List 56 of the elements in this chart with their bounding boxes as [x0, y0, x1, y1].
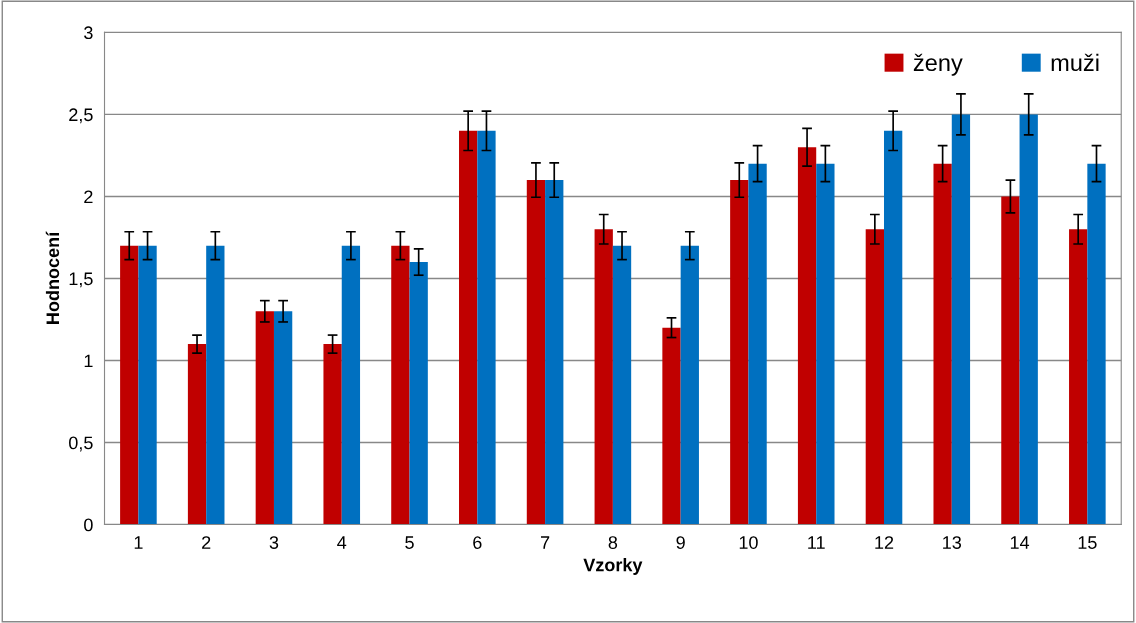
x-tick-label: 2 — [202, 536, 211, 549]
bar — [545, 180, 564, 525]
x-tick-label: 3 — [269, 536, 279, 549]
x-tick-label: 6 — [473, 536, 482, 549]
y-tick-label: 1 — [84, 354, 93, 368]
bar — [680, 245, 699, 525]
legend-label: muži — [1051, 53, 1099, 72]
bar — [255, 311, 274, 525]
y-tick-label: 0 — [84, 518, 93, 532]
bar — [594, 229, 613, 525]
bar — [477, 130, 496, 525]
bar — [730, 180, 749, 525]
bar — [1019, 114, 1038, 525]
x-tick-label: 10 — [739, 536, 758, 549]
bar — [409, 262, 428, 525]
bar — [187, 344, 207, 525]
x-tick-label: 4 — [337, 536, 347, 549]
bar — [459, 130, 478, 525]
bar — [391, 245, 410, 525]
bar — [1087, 163, 1106, 525]
bar — [206, 245, 225, 525]
bar — [138, 245, 157, 525]
bar — [273, 311, 293, 525]
y-tick-label: 0,5 — [69, 436, 93, 452]
x-tick-label: 1 — [134, 536, 143, 549]
x-tick-label: 15 — [1078, 536, 1097, 549]
x-tick-label: 7 — [541, 536, 550, 549]
x-tick-label: 9 — [676, 536, 685, 549]
y-axis-title: Hodnocení — [45, 231, 60, 324]
bar — [865, 229, 884, 525]
x-tick-label: 11 — [808, 536, 825, 549]
bar — [1069, 229, 1088, 525]
bar — [797, 147, 817, 525]
bar — [1001, 196, 1020, 525]
y-tick-label: 2,5 — [69, 108, 93, 124]
x-tick-label: 8 — [608, 536, 618, 549]
bar — [526, 180, 546, 525]
bar — [951, 114, 971, 525]
bar — [612, 245, 632, 525]
y-tick-label: 3 — [84, 26, 93, 40]
bar — [662, 327, 681, 525]
bar — [748, 163, 767, 525]
bar — [884, 130, 903, 525]
bar — [120, 245, 139, 525]
x-tick-label: 13 — [943, 536, 962, 549]
x-tick-label: 12 — [875, 536, 894, 549]
bar — [323, 344, 342, 525]
bar — [341, 245, 361, 525]
y-tick-label: 1,5 — [69, 272, 93, 288]
x-tick-label: 14 — [1010, 536, 1030, 549]
bar — [933, 163, 952, 525]
y-tick-label: 2 — [84, 190, 93, 203]
x-axis-title: Vzorky — [583, 558, 643, 575]
bar — [816, 163, 835, 525]
legend-label: ženy — [913, 53, 963, 76]
x-tick-label: 5 — [405, 536, 414, 549]
